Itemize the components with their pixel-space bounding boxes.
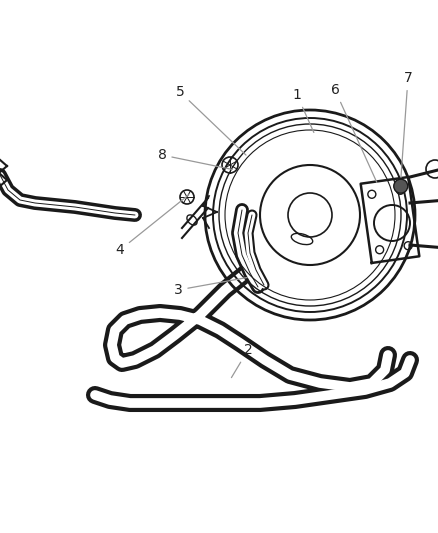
Text: 3: 3: [173, 278, 247, 297]
Text: 8: 8: [157, 148, 232, 169]
Text: 4: 4: [115, 195, 188, 257]
Text: 2: 2: [231, 343, 252, 377]
Text: 7: 7: [400, 71, 411, 177]
Text: 5: 5: [175, 85, 245, 155]
Text: 6: 6: [330, 83, 376, 182]
Circle shape: [393, 179, 407, 193]
Text: 1: 1: [292, 88, 313, 133]
